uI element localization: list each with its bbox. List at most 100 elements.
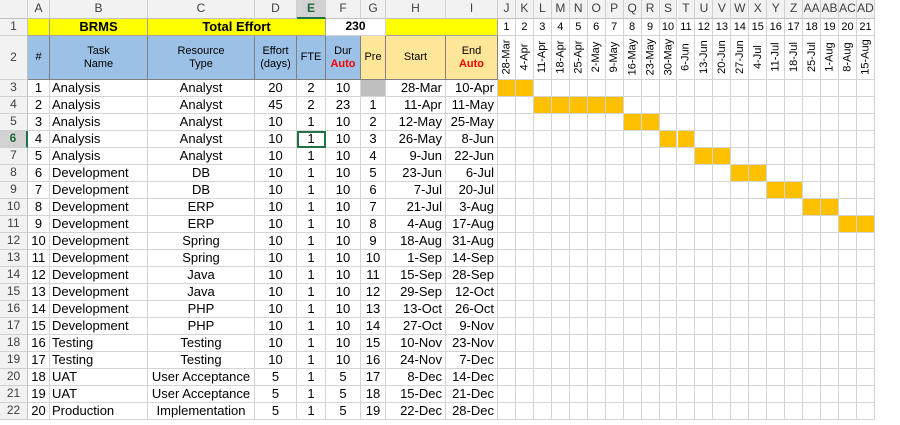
gantt-empty-cell[interactable]	[857, 335, 875, 352]
gantt-empty-cell[interactable]	[785, 97, 804, 114]
gantt-empty-cell[interactable]	[587, 216, 606, 233]
week-number-6[interactable]: 6	[587, 19, 606, 36]
gantt-empty-cell[interactable]	[695, 199, 714, 216]
gantt-empty-cell[interactable]	[857, 267, 875, 284]
gantt-empty-cell[interactable]	[803, 131, 822, 148]
gantt-bar-cell[interactable]	[731, 165, 750, 182]
gantt-empty-cell[interactable]	[677, 165, 696, 182]
week-date-18[interactable]: 25-Jul	[803, 36, 822, 80]
row-header-10[interactable]: 10	[0, 199, 28, 216]
gantt-empty-cell[interactable]	[857, 369, 875, 386]
gantt-empty-cell[interactable]	[839, 335, 857, 352]
gantt-empty-cell[interactable]	[498, 148, 516, 165]
gantt-empty-cell[interactable]	[533, 318, 552, 335]
column-header-l[interactable]: L	[533, 0, 552, 19]
duration-cell[interactable]: 10	[326, 233, 361, 250]
predecessor-cell[interactable]: 11	[361, 267, 386, 284]
gantt-empty-cell[interactable]	[767, 233, 786, 250]
start-date-cell[interactable]: 21-Jul	[386, 199, 446, 216]
task-num-cell[interactable]: 5	[28, 148, 50, 165]
fte-cell[interactable]: 1	[297, 369, 326, 386]
gantt-empty-cell[interactable]	[821, 301, 840, 318]
gantt-bar-cell[interactable]	[569, 97, 588, 114]
gantt-empty-cell[interactable]	[605, 148, 624, 165]
header-duration[interactable]: Dur Auto	[326, 36, 361, 80]
gantt-empty-cell[interactable]	[498, 301, 516, 318]
gantt-empty-cell[interactable]	[641, 182, 660, 199]
gantt-bar-cell[interactable]	[803, 199, 822, 216]
week-date-9[interactable]: 23-May	[641, 36, 660, 80]
effort-cell[interactable]: 10	[255, 165, 297, 182]
column-header-h[interactable]: H	[386, 0, 446, 19]
duration-cell[interactable]: 10	[326, 352, 361, 369]
start-date-cell[interactable]: 26-May	[386, 131, 446, 148]
header-num[interactable]: #	[28, 36, 50, 80]
task-name-cell[interactable]: Development	[50, 267, 148, 284]
column-header-x[interactable]: X	[749, 0, 768, 19]
gantt-empty-cell[interactable]	[587, 182, 606, 199]
start-date-cell[interactable]: 13-Oct	[386, 301, 446, 318]
effort-cell[interactable]: 20	[255, 80, 297, 97]
gantt-empty-cell[interactable]	[839, 284, 857, 301]
fte-cell[interactable]: 2	[297, 97, 326, 114]
resource-type-cell[interactable]: DB	[148, 182, 255, 199]
gantt-empty-cell[interactable]	[839, 148, 857, 165]
gantt-empty-cell[interactable]	[857, 165, 875, 182]
column-header-i[interactable]: I	[446, 0, 498, 19]
gantt-empty-cell[interactable]	[623, 182, 642, 199]
effort-cell[interactable]: 10	[255, 352, 297, 369]
gantt-empty-cell[interactable]	[713, 284, 732, 301]
gantt-empty-cell[interactable]	[551, 369, 570, 386]
gantt-empty-cell[interactable]	[839, 318, 857, 335]
gantt-empty-cell[interactable]	[515, 216, 534, 233]
duration-cell[interactable]: 23	[326, 97, 361, 114]
gantt-empty-cell[interactable]	[641, 267, 660, 284]
gantt-empty-cell[interactable]	[785, 233, 804, 250]
start-date-cell[interactable]: 15-Dec	[386, 386, 446, 403]
row-header-22[interactable]: 22	[0, 403, 28, 420]
week-date-12[interactable]: 13-Jun	[695, 36, 714, 80]
column-header-aa[interactable]: AA	[803, 0, 822, 19]
task-name-cell[interactable]: Development	[50, 250, 148, 267]
gantt-empty-cell[interactable]	[821, 403, 840, 420]
gantt-empty-cell[interactable]	[569, 335, 588, 352]
task-num-cell[interactable]: 8	[28, 199, 50, 216]
end-date-cell[interactable]: 12-Oct	[446, 284, 498, 301]
header-effort[interactable]: Effort (days)	[255, 36, 297, 80]
column-header-r[interactable]: R	[641, 0, 660, 19]
task-num-cell[interactable]: 15	[28, 318, 50, 335]
start-date-cell[interactable]: 7-Jul	[386, 182, 446, 199]
gantt-empty-cell[interactable]	[533, 165, 552, 182]
gantt-empty-cell[interactable]	[641, 301, 660, 318]
resource-type-cell[interactable]: User Acceptance	[148, 369, 255, 386]
gantt-empty-cell[interactable]	[659, 80, 678, 97]
fte-cell[interactable]: 1	[297, 165, 326, 182]
end-date-cell[interactable]: 14-Sep	[446, 250, 498, 267]
gantt-empty-cell[interactable]	[677, 369, 696, 386]
gantt-empty-cell[interactable]	[839, 131, 857, 148]
gantt-empty-cell[interactable]	[641, 165, 660, 182]
gantt-empty-cell[interactable]	[821, 352, 840, 369]
gantt-empty-cell[interactable]	[713, 216, 732, 233]
gantt-empty-cell[interactable]	[767, 403, 786, 420]
gantt-empty-cell[interactable]	[605, 301, 624, 318]
gantt-bar-cell[interactable]	[839, 216, 857, 233]
header-predecessor[interactable]: Pre	[361, 36, 386, 80]
task-name-cell[interactable]: UAT	[50, 369, 148, 386]
row-header-2[interactable]: 2	[0, 36, 28, 80]
task-num-cell[interactable]: 14	[28, 301, 50, 318]
resource-type-cell[interactable]: Testing	[148, 352, 255, 369]
gantt-empty-cell[interactable]	[785, 284, 804, 301]
effort-cell[interactable]: 10	[255, 335, 297, 352]
gantt-empty-cell[interactable]	[785, 352, 804, 369]
predecessor-cell[interactable]: 16	[361, 352, 386, 369]
gantt-empty-cell[interactable]	[659, 165, 678, 182]
gantt-empty-cell[interactable]	[677, 318, 696, 335]
gantt-empty-cell[interactable]	[515, 114, 534, 131]
gantt-empty-cell[interactable]	[713, 80, 732, 97]
gantt-empty-cell[interactable]	[605, 80, 624, 97]
gantt-empty-cell[interactable]	[821, 267, 840, 284]
gantt-empty-cell[interactable]	[695, 284, 714, 301]
effort-cell[interactable]: 10	[255, 233, 297, 250]
gantt-empty-cell[interactable]	[587, 301, 606, 318]
